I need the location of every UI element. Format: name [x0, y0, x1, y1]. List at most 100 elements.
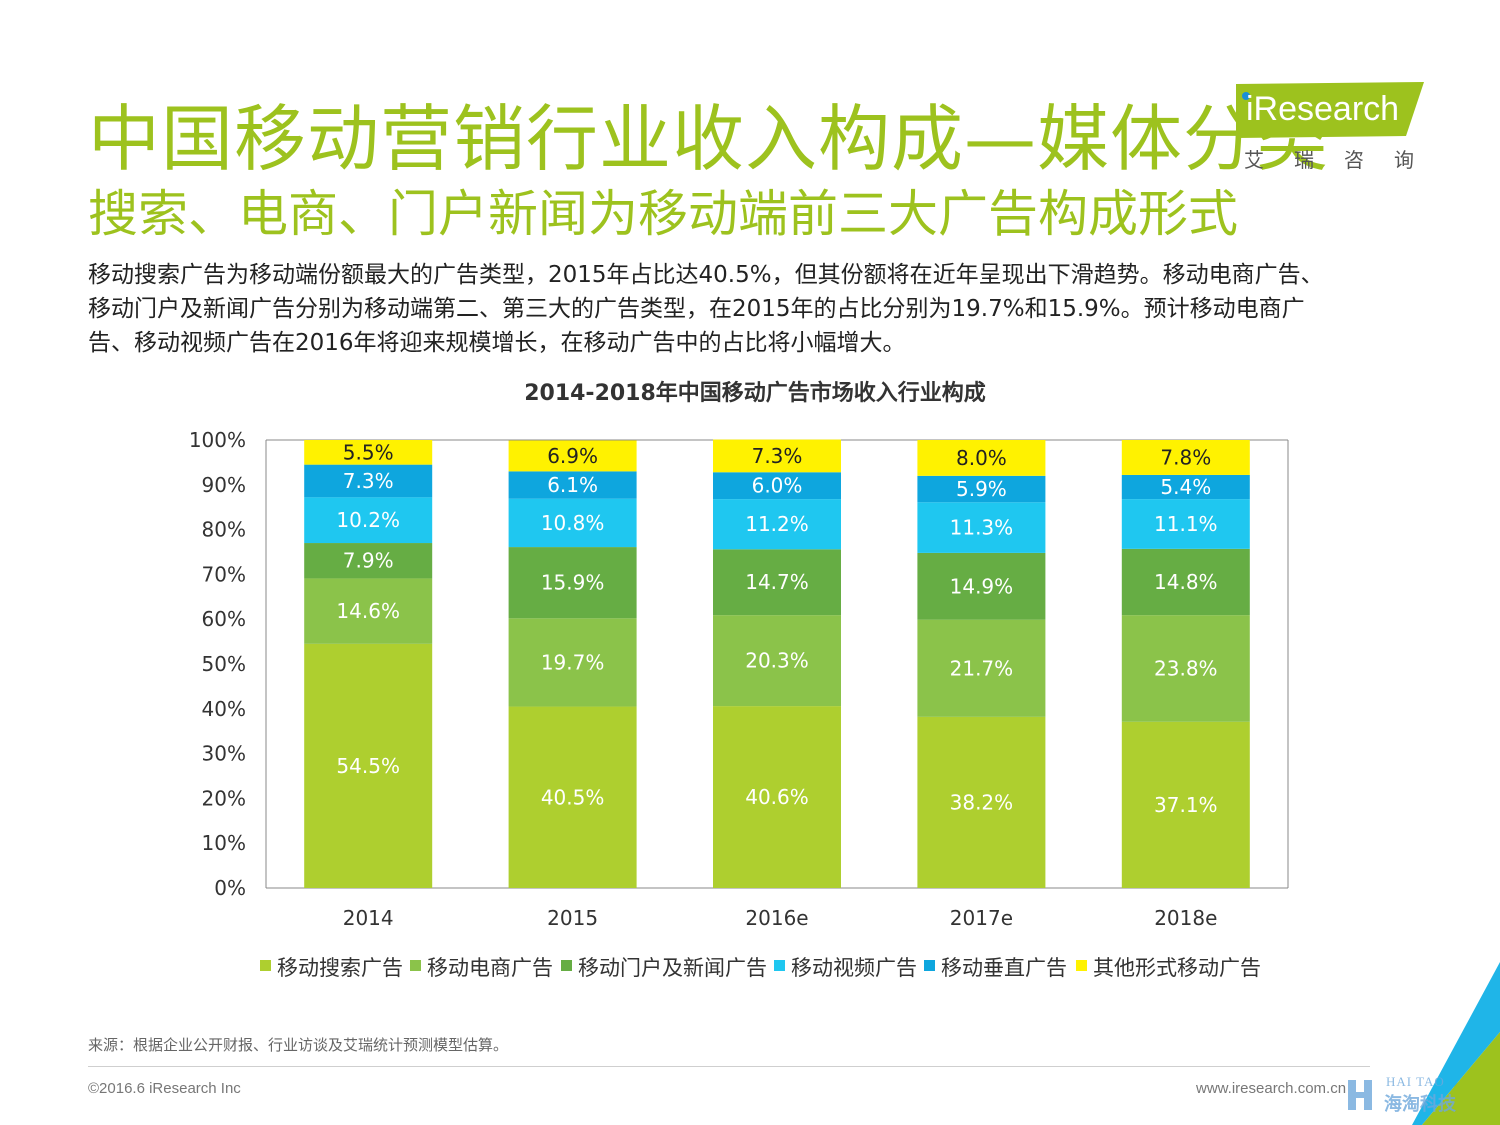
website-link[interactable]: www.iresearch.com.cn — [1196, 1080, 1347, 1097]
bar-segment — [917, 552, 1046, 620]
bar-segment — [713, 706, 841, 888]
logo-banner-shape — [1236, 82, 1424, 138]
legend-label: 移动垂直广告 — [941, 956, 1067, 980]
y-tick-label: 50% — [202, 652, 246, 676]
y-tick-label: 30% — [202, 742, 246, 766]
data-label: 40.5% — [541, 785, 605, 809]
logo-cn-text: 艾瑞咨询 — [1244, 148, 1444, 172]
logo-text: iResearch — [1246, 90, 1400, 128]
logo-dot-icon — [1242, 92, 1250, 100]
bar-segment — [1121, 615, 1250, 722]
x-tick-label: 2015 — [547, 906, 598, 930]
data-label: 5.9% — [956, 477, 1007, 501]
source-note: 来源：根据企业公开财报、行业访谈及艾瑞统计预测模型估算。 — [88, 1036, 509, 1054]
bar-segment — [508, 618, 637, 707]
bar-segment — [713, 472, 841, 500]
data-label: 37.1% — [1154, 793, 1218, 817]
bar-segment — [713, 439, 841, 473]
summary-line-1: 移动搜索广告为移动端份额最大的广告类型，2015年占比达40.5%，但其份额将在… — [88, 262, 1324, 288]
bar-segment — [508, 498, 637, 548]
data-label: 20.3% — [745, 649, 809, 673]
summary-paragraph: 移动搜索广告为移动端份额最大的广告类型，2015年占比达40.5%，但其份额将在… — [88, 258, 1428, 360]
x-tick-label: 2018e — [1154, 906, 1217, 930]
data-label: 5.5% — [343, 440, 394, 464]
watermark-cn: 海淘科技 — [1384, 1094, 1456, 1115]
data-label: 54.5% — [336, 754, 400, 778]
y-tick-label: 70% — [202, 562, 246, 586]
page-title: 中国移动营销行业收入构成—媒体分类 — [88, 97, 1330, 181]
data-label: 11.2% — [745, 512, 809, 536]
bar-segment — [713, 549, 841, 616]
data-label: 14.7% — [745, 570, 809, 594]
bar-segment — [917, 716, 1046, 888]
data-label: 11.3% — [950, 516, 1014, 540]
bar-segment — [1121, 499, 1250, 549]
page-subtitle: 搜索、电商、门户新闻为移动端前三大广告构成形式 — [88, 185, 1238, 243]
chart-title: 2014-2018年中国移动广告市场收入行业构成 — [524, 380, 986, 406]
data-label: 5.4% — [1160, 475, 1211, 499]
bar-segment — [917, 619, 1046, 717]
bar-segment — [304, 497, 433, 544]
x-tick-label: 2016e — [745, 906, 808, 930]
data-label: 7.3% — [752, 444, 803, 468]
legend-label: 其他形式移动广告 — [1093, 956, 1261, 980]
x-tick-label: 2017e — [950, 906, 1013, 930]
data-label: 15.9% — [541, 571, 605, 595]
legend-swatch — [410, 960, 421, 971]
legend-swatch — [1076, 960, 1087, 971]
bar-segment — [508, 547, 637, 619]
bar-segment — [917, 475, 1046, 503]
bar-segment — [1121, 548, 1250, 616]
legend-swatch — [561, 960, 572, 971]
bar-segment — [713, 615, 841, 707]
bar-segment — [304, 578, 433, 644]
data-label: 8.0% — [956, 446, 1007, 470]
bar-segment — [713, 499, 841, 550]
legend-swatch — [260, 960, 271, 971]
data-label: 21.7% — [950, 656, 1014, 680]
x-tick-label: 2014 — [343, 906, 394, 930]
summary-line-2: 移动门户及新闻广告分别为移动端第二、第三大的广告类型，在2015年的占比分别为1… — [88, 296, 1305, 322]
y-tick-label: 100% — [189, 428, 246, 452]
legend-label: 移动视频广告 — [791, 956, 917, 980]
legend-label: 移动电商广告 — [427, 956, 553, 980]
data-label: 19.7% — [541, 650, 605, 674]
y-tick-label: 40% — [202, 697, 246, 721]
legend-label: 移动门户及新闻广告 — [578, 956, 767, 980]
bar-segment — [508, 440, 637, 472]
y-tick-label: 80% — [202, 518, 246, 542]
copyright-text: ©2016.6 iResearch Inc — [88, 1080, 241, 1097]
bar-segment — [1121, 721, 1250, 888]
data-label: 38.2% — [950, 790, 1014, 814]
legend-swatch — [774, 960, 785, 971]
data-label: 40.6% — [745, 785, 809, 809]
data-label: 11.1% — [1154, 512, 1218, 536]
y-tick-label: 60% — [202, 607, 246, 631]
iresearch-logo: iResearch 艾瑞咨询 — [1236, 82, 1436, 172]
data-label: 7.9% — [343, 549, 394, 573]
bar-segment — [304, 543, 433, 579]
watermark: HAI TAO 海淘科技 — [1326, 1074, 1456, 1115]
data-label: 6.0% — [752, 474, 803, 498]
bar-segment — [304, 464, 433, 498]
stacked-bar-chart: 2014-2018年中国移动广告市场收入行业构成 0% 10% 20% 30% 40% 50… — [189, 380, 1289, 980]
bar-segment — [1121, 474, 1250, 500]
data-label: 7.3% — [343, 469, 394, 493]
bar-segment — [508, 471, 637, 499]
data-label: 14.9% — [950, 574, 1014, 598]
bar-segment — [917, 440, 1046, 476]
data-label: 7.8% — [1160, 445, 1211, 469]
watermark-logo-icon — [1348, 1080, 1372, 1110]
bar-segment — [304, 440, 433, 465]
y-tick-label: 10% — [202, 831, 246, 855]
bar-segment — [1121, 440, 1250, 475]
data-label: 6.9% — [547, 444, 598, 468]
bar-segment — [917, 502, 1046, 553]
y-tick-label: 20% — [202, 786, 246, 810]
bar-segment — [304, 643, 433, 888]
y-tick-label: 0% — [214, 876, 246, 900]
legend-swatch — [924, 960, 935, 971]
footer-divider — [88, 1066, 1370, 1067]
summary-line-3: 告、移动视频广告在2016年将迎来规模增长，在移动广告中的占比将小幅增大。 — [88, 330, 906, 356]
y-tick-label: 90% — [202, 473, 246, 497]
